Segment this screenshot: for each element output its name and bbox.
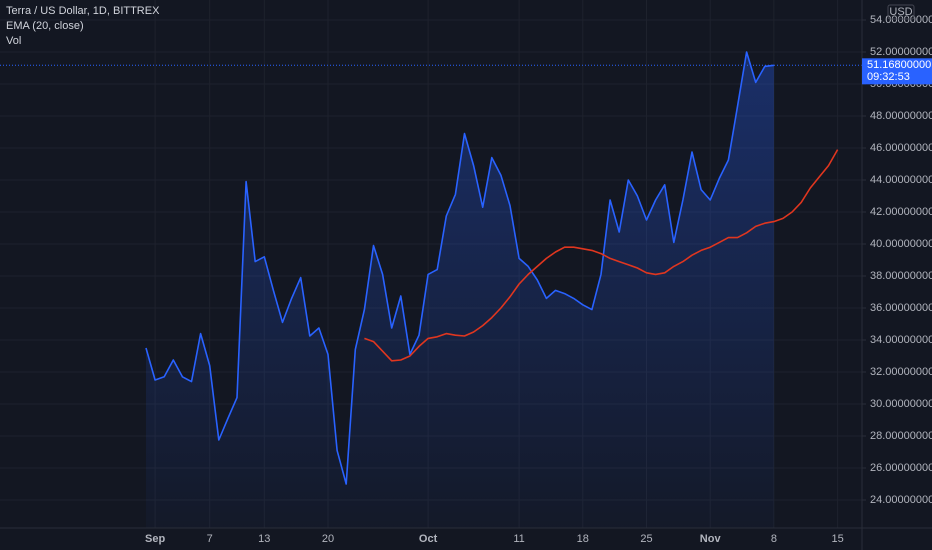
indicator-label: EMA (20, close)	[6, 20, 84, 32]
y-tick-label: 34.00000000	[870, 334, 932, 346]
plot	[0, 51, 862, 528]
x-tick-label: 18	[577, 533, 589, 545]
series-line	[145, 51, 774, 485]
x-tick-label: 20	[322, 533, 334, 545]
y-tick-label: 46.00000000	[870, 142, 932, 154]
x-tick-label: 7	[207, 533, 213, 545]
x-tick-label: 25	[640, 533, 652, 545]
currency-label[interactable]: USD	[889, 6, 912, 18]
y-tick-label: 42.00000000	[870, 206, 932, 218]
x-tick-label: Nov	[700, 533, 722, 545]
indicator-label: Vol	[6, 35, 21, 47]
chart-title: Terra / US Dollar, 1D, BITTREX	[6, 5, 160, 17]
x-tick-label: 13	[258, 533, 270, 545]
last-price-label: 51.16800000	[867, 59, 931, 71]
x-tick-label: 8	[771, 533, 777, 545]
last-price-box	[862, 58, 932, 85]
axes: 24.00000000 26.00000000 28.00000000 30.0000…	[145, 14, 932, 545]
y-tick-label: 32.00000000	[870, 366, 932, 378]
y-tick-label: 24.00000000	[870, 494, 932, 506]
currency-box[interactable]	[887, 4, 915, 20]
x-tick-label: 15	[831, 533, 843, 545]
y-tick-label: 30.00000000	[870, 398, 932, 410]
y-tick-label: 28.00000000	[870, 430, 932, 442]
y-tick-label: 48.00000000	[870, 110, 932, 122]
area-fill	[146, 52, 774, 528]
y-tick-label: 36.00000000	[870, 302, 932, 314]
x-tick-label: Sep	[145, 533, 165, 545]
y-tick-label: 40.00000000	[870, 238, 932, 250]
x-tick-label: Oct	[419, 533, 438, 545]
y-tick-label: 38.00000000	[870, 270, 932, 282]
countdown-label: 09:32:53	[867, 71, 910, 83]
x-tick-label: 11	[513, 533, 524, 545]
y-tick-label: 26.00000000	[870, 462, 932, 474]
series-line	[364, 149, 839, 362]
y-tick-label: 52.00000000	[870, 46, 932, 58]
y-tick-label: 44.00000000	[870, 174, 932, 186]
y-tick-label: 54.00000000	[870, 14, 932, 26]
